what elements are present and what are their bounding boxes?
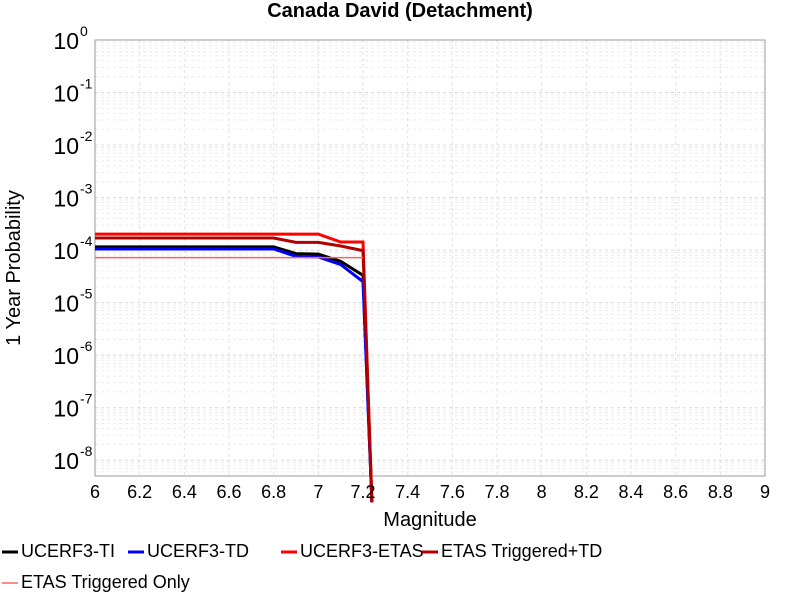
y-tick-label: 10 (53, 81, 79, 107)
x-tick-label: 6.2 (127, 482, 152, 502)
legend: UCERF3-TI UCERF3-TD UCERF3-ETAS ETAS Trigge… (2, 541, 602, 592)
y-tick-label: 10 (53, 238, 79, 264)
grid (94, 40, 766, 476)
y-tick-exponent: -2 (80, 128, 93, 144)
y-axis-label: 1 Year Probability (3, 190, 25, 346)
x-tick-label: 7 (313, 482, 323, 502)
legend-label: ETAS Triggered+TD (441, 541, 602, 561)
x-tick-label: 8.8 (708, 482, 733, 502)
x-tick-label: 7.6 (440, 482, 465, 502)
series-lines (95, 232, 374, 503)
x-tick-label: 7.2 (350, 482, 375, 502)
y-tick-exponent: 0 (80, 23, 88, 39)
x-tick-label: 6.4 (172, 482, 197, 502)
x-tick-label: 6.6 (216, 482, 241, 502)
y-tick-exponent: -8 (80, 443, 93, 459)
y-tick-label: 10 (53, 448, 79, 474)
x-axis-ticks: 6 6.2 6.4 6.6 6.8 7 7.2 7.4 7.6 7.8 8 8.2 8.4 8.6 8.8 9 (90, 482, 770, 502)
y-tick-label: 10 (53, 343, 79, 369)
x-tick-label: 9 (760, 482, 770, 502)
x-tick-label: 7.8 (484, 482, 509, 502)
y-tick-label: 10 (53, 291, 79, 317)
x-tick-label: 8.4 (618, 482, 643, 502)
y-tick-exponent: -6 (80, 338, 93, 354)
x-tick-label: 6.8 (261, 482, 286, 502)
y-tick-exponent: -4 (80, 233, 93, 249)
x-axis-label: Magnitude (383, 509, 476, 531)
x-tick-label: 6 (90, 482, 100, 502)
series-line (95, 236, 374, 503)
legend-label: UCERF3-TI (21, 541, 115, 561)
y-tick-label: 10 (53, 28, 79, 54)
legend-label: UCERF3-TD (147, 541, 249, 561)
y-tick-label: 10 (53, 133, 79, 159)
x-tick-label: 8.2 (574, 482, 599, 502)
y-tick-exponent: -3 (80, 181, 93, 197)
y-tick-exponent: -7 (80, 391, 93, 407)
chart-title: Canada David (Detachment) (267, 0, 533, 22)
y-tick-exponent: -1 (80, 76, 93, 92)
x-tick-label: 8 (537, 482, 547, 502)
y-tick-label: 10 (53, 186, 79, 212)
legend-label: ETAS Triggered Only (21, 572, 190, 592)
x-tick-label: 7.4 (395, 482, 420, 502)
legend-label: UCERF3-ETAS (300, 541, 424, 561)
y-tick-label: 10 (53, 396, 79, 422)
y-tick-exponent: -5 (80, 286, 93, 302)
x-tick-label: 8.6 (663, 482, 688, 502)
